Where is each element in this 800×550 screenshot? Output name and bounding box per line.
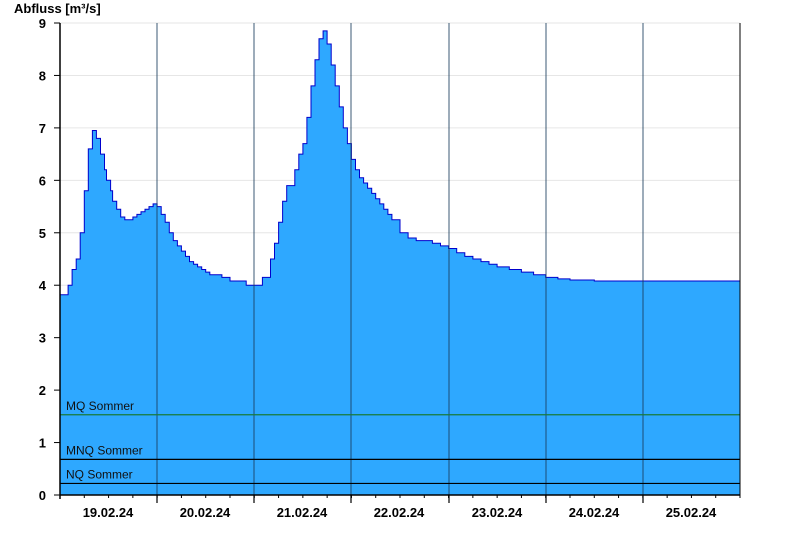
x-tick-label: 22.02.24 <box>374 505 425 520</box>
reference-label: MNQ Sommer <box>66 443 143 457</box>
y-tick-label: 5 <box>39 226 46 241</box>
axes: 0 1 2 3 4 5 6 7 8 9 19.02.24 20.02.24 21.02.24 22.02.… <box>39 16 741 520</box>
discharge-line <box>60 30 740 296</box>
y-tick-label: 2 <box>39 383 46 398</box>
x-tick-label: 23.02.24 <box>472 505 523 520</box>
x-tick-label: 24.02.24 <box>569 505 620 520</box>
reference-label: NQ Sommer <box>66 467 133 481</box>
plot-area <box>60 22 740 496</box>
reference-lines: MQ Sommer MNQ Sommer NQ Sommer <box>60 399 740 485</box>
x-tick-label: 20.02.24 <box>180 505 231 520</box>
y-tick-label: 1 <box>39 436 46 451</box>
y-tick-label: 0 <box>39 488 46 503</box>
y-tick-label: 9 <box>39 16 46 31</box>
x-tick-label: 21.02.24 <box>277 505 328 520</box>
y-tick-label: 7 <box>39 121 46 136</box>
x-tick-label: 25.02.24 <box>666 505 717 520</box>
discharge-area <box>60 30 740 496</box>
y-axis-title: Abfluss [m³/s] <box>14 1 101 16</box>
reference-label: MQ Sommer <box>66 399 134 413</box>
y-tick-label: 3 <box>39 331 46 346</box>
y-tick-label: 4 <box>39 278 47 293</box>
y-tick-label: 6 <box>39 173 46 188</box>
y-tick-label: 8 <box>39 68 46 83</box>
x-tick-label: 19.02.24 <box>83 505 134 520</box>
